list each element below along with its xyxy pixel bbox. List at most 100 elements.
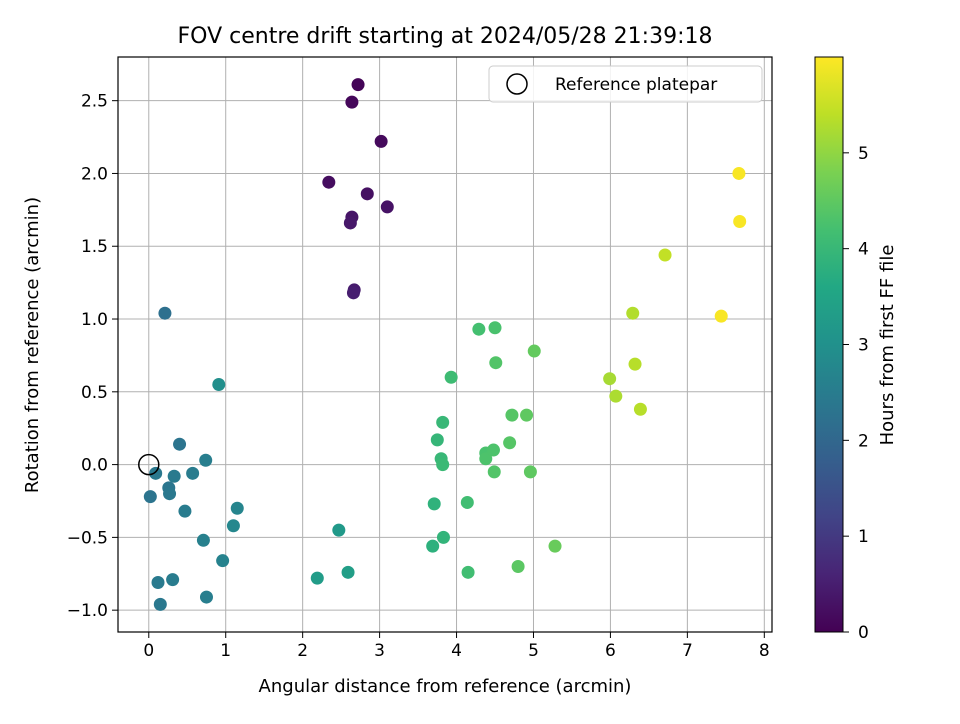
data-point [345,95,359,109]
legend-box [488,65,763,103]
colorbar-tick-label: 3 [858,336,869,356]
plot-frame [117,56,773,633]
data-point [341,565,355,579]
colorbar-gradient [814,56,844,633]
data-point [472,322,486,336]
data-point [548,539,562,553]
data-point [511,559,525,573]
colorbar-tick-label: 4 [858,240,869,260]
data-point [186,466,200,480]
data-point [163,487,177,501]
colorbar-label: Hours from first FF file [877,245,898,446]
data-point [436,415,450,429]
data-point [489,356,503,370]
data-point [523,465,537,479]
data-point [479,452,493,466]
chart-title: FOV centre drift starting at 2024/05/28 … [178,24,713,49]
reference-platepar-marker [138,453,160,476]
data-point [310,571,324,585]
data-point [226,519,240,533]
x-tick-label: 5 [528,641,539,661]
data-point [158,306,172,320]
data-point [603,372,617,386]
data-point [505,408,519,422]
colorbar-tick-label: 1 [858,527,869,547]
x-tick-label: 2 [297,641,308,661]
colorbar-tick-label: 5 [858,144,869,164]
data-point [486,443,500,457]
y-tick-label: 0.0 [81,456,108,476]
grid-lines [118,57,772,632]
x-tick-label: 0 [143,641,154,661]
data-point [487,465,501,479]
data-point [351,78,365,92]
x-axis-label: Angular distance from reference (arcmin) [259,676,632,697]
data-point [199,590,213,604]
x-tick-label: 7 [682,641,693,661]
data-point [151,576,165,590]
data-point [503,436,517,450]
data-point [436,458,450,472]
y-tick-label: 2.0 [81,164,108,184]
data-point [430,433,444,447]
data-point [732,166,746,180]
data-point [520,408,534,422]
x-tick-label: 4 [451,641,462,661]
data-point [626,306,640,320]
data-points [143,78,747,611]
data-point [527,344,541,358]
reference-marker [138,453,160,476]
data-point [230,501,244,515]
data-point [173,437,187,451]
y-tick-label: 1.5 [81,237,108,257]
data-point [714,309,728,323]
data-point [212,378,226,392]
data-point [166,573,180,587]
x-tick-label: 1 [220,641,231,661]
data-point [461,565,475,579]
data-point [609,389,623,403]
legend-entry: Reference platepar [555,75,717,95]
y-tick-label: −0.5 [67,528,108,548]
legend-marker-icon [506,73,528,95]
data-point [143,490,157,504]
data-point [178,504,192,518]
y-tick-label: 2.5 [81,92,108,112]
data-point [332,523,346,537]
data-point [343,216,357,230]
data-point [628,357,642,371]
data-point [633,402,647,416]
data-point [199,453,213,467]
data-point [427,497,441,511]
data-point [380,200,394,214]
data-point [733,214,747,228]
data-point [346,286,360,300]
colorbar: 0 1 2 3 4 5 Hours from first FF file [814,56,898,643]
y-tick-label: 1.0 [81,310,108,330]
colorbar-ticks: 0 1 2 3 4 5 [843,144,869,643]
data-point [436,530,450,544]
x-tick-label: 8 [759,641,770,661]
data-point [153,597,167,611]
legend: Reference platepar [488,65,763,103]
x-tick-label: 6 [605,641,616,661]
data-point [658,248,672,262]
data-point [426,539,440,553]
data-point [460,495,474,509]
data-point [322,175,336,189]
x-tick-label: 3 [374,641,385,661]
y-axis-ticks: −1.0 −0.5 0.0 0.5 1.0 1.5 2.0 2.5 [67,92,118,621]
y-tick-label: −1.0 [67,601,108,621]
colorbar-tick-label: 0 [858,623,869,643]
colorbar-tick-label: 2 [858,431,869,451]
y-axis-label: Rotation from reference (arcmin) [22,197,43,493]
y-tick-label: 0.5 [81,383,108,403]
data-point [167,469,181,483]
data-point [488,321,502,335]
data-point [444,370,458,384]
x-axis-ticks: 0 1 2 3 4 5 6 7 8 [143,632,770,661]
data-point [149,466,163,480]
data-point [196,533,210,547]
data-point [374,134,388,148]
